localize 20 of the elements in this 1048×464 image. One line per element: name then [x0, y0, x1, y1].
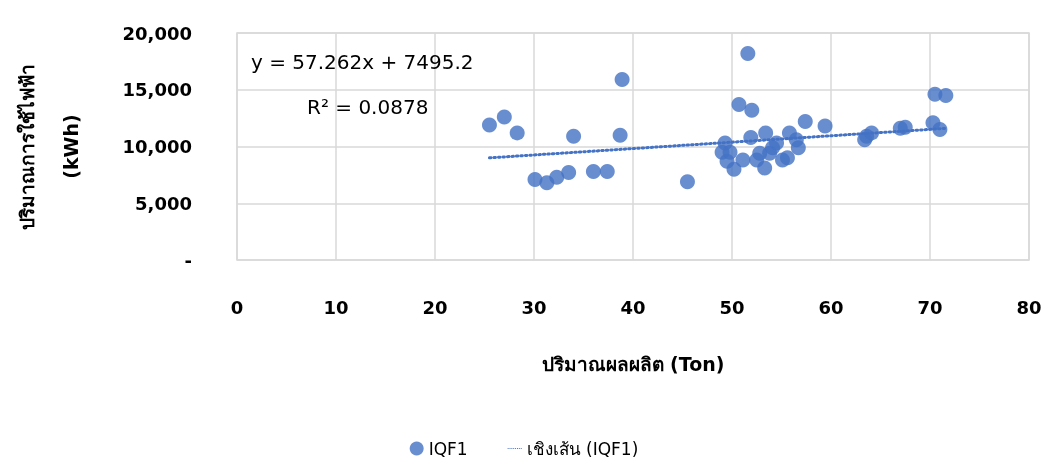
x-tick-label: 40: [620, 296, 646, 318]
x-tick-label: 70: [917, 296, 943, 318]
y-tick-label: 20,000: [122, 22, 192, 44]
legend-label: IQF1: [428, 438, 468, 459]
annotation: y = 57.262x + 7495.2: [251, 50, 474, 74]
legend-label: เชิงเส้น (IQF1): [526, 438, 639, 459]
annotation: R² = 0.0878: [307, 95, 429, 119]
x-tick-label: 80: [1016, 296, 1042, 318]
x-tick-label: 50: [719, 296, 745, 318]
x-tick-label: 10: [323, 296, 349, 318]
y-axis-title: ปริมาณการใช้ไฟฟ้า (kWh): [16, 63, 82, 230]
x-tick-label: 0: [230, 296, 244, 318]
x-tick-label: 20: [422, 296, 448, 318]
x-tick-label: 30: [521, 296, 547, 318]
x-axis-title: ปริมาณผลผลิต (Ton): [541, 352, 725, 375]
y-tick-label: -: [184, 249, 192, 271]
y-tick-label: 10,000: [122, 136, 192, 157]
y-tick-label: 5,000: [135, 192, 192, 214]
y-tick-label: 15,000: [122, 79, 192, 101]
x-tick-label: 60: [818, 296, 844, 318]
